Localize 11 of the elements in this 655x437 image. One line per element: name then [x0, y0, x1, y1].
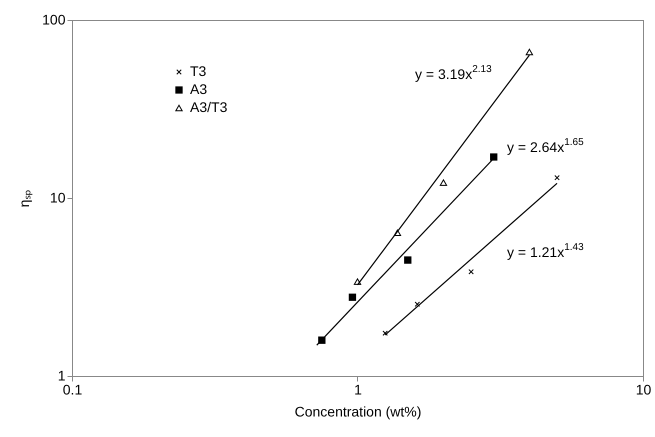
- y-tick-label: 1: [58, 368, 66, 384]
- x-axis-title: Concentration (wt%): [294, 404, 422, 420]
- legend-label: A3: [190, 81, 208, 97]
- x-tick-label: 1: [354, 382, 362, 398]
- y-tick-label: 100: [42, 12, 66, 28]
- x-tick-label: 0.1: [62, 382, 82, 398]
- legend-label: A3/T3: [190, 99, 228, 115]
- y-tick-label: 10: [50, 190, 66, 206]
- x-tick-label: 10: [636, 382, 652, 398]
- y-axis-title: ηₛₚ: [16, 190, 34, 208]
- legend-label: T3: [190, 63, 207, 79]
